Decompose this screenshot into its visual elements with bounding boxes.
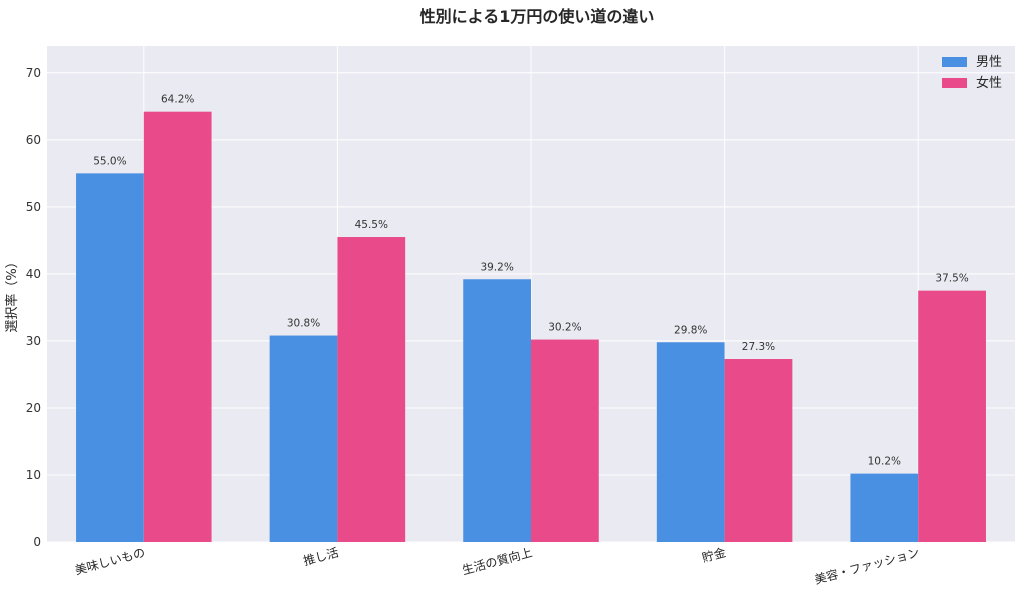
legend-label: 男性 (976, 55, 1002, 70)
x-tick-label: 美容・ファッション (813, 544, 921, 586)
legend-swatch (942, 78, 967, 88)
y-tick-label: 70 (26, 66, 41, 80)
bar (918, 290, 986, 542)
data-label: 39.2% (480, 261, 513, 273)
y-tick-label: 20 (26, 401, 41, 415)
bar (337, 237, 406, 542)
data-label: 30.8% (287, 318, 320, 330)
data-label: 27.3% (742, 341, 775, 353)
bar (76, 173, 144, 542)
data-label: 30.2% (548, 322, 581, 334)
bar (656, 342, 725, 542)
legend-label: 女性 (976, 75, 1002, 91)
y-tick-label: 10 (26, 468, 41, 482)
bar (269, 335, 338, 542)
bar (143, 111, 212, 542)
bar (531, 339, 599, 542)
x-tick-label: 貯金 (700, 544, 727, 565)
data-label: 29.8% (674, 324, 707, 336)
x-tick-label: 推し活 (302, 545, 340, 568)
y-axis-ticks: 0 10 20 30 40 50 60 70 (26, 66, 41, 549)
data-label: 55.0% (93, 155, 126, 167)
bar (724, 359, 793, 542)
chart-title: 性別による1万円の使い道の違い (420, 7, 655, 26)
y-tick-label: 0 (33, 535, 41, 549)
y-tick-label: 40 (26, 267, 41, 281)
y-tick-label: 60 (26, 133, 41, 147)
legend-swatch (942, 57, 967, 67)
bar (463, 279, 531, 542)
bars: 55.0% 64.2% 30.8% 45.5% 39.2% 30.2% 29.8% 27.3%… (76, 94, 986, 542)
data-label: 37.5% (935, 273, 968, 285)
data-label: 64.2% (161, 94, 194, 106)
data-label: 10.2% (868, 456, 901, 468)
y-tick-label: 50 (26, 200, 41, 214)
y-tick-label: 30 (26, 334, 41, 348)
x-axis-ticks: 美味しいもの 推し活 生活の質向上 貯金 美容・ファッション (73, 544, 921, 586)
bar (850, 473, 919, 542)
y-axis-label: 選択率（%） (4, 255, 20, 332)
x-tick-label: 生活の質向上 (460, 544, 533, 577)
x-tick-label: 美味しいもの (73, 545, 146, 577)
data-label: 45.5% (355, 219, 388, 231)
